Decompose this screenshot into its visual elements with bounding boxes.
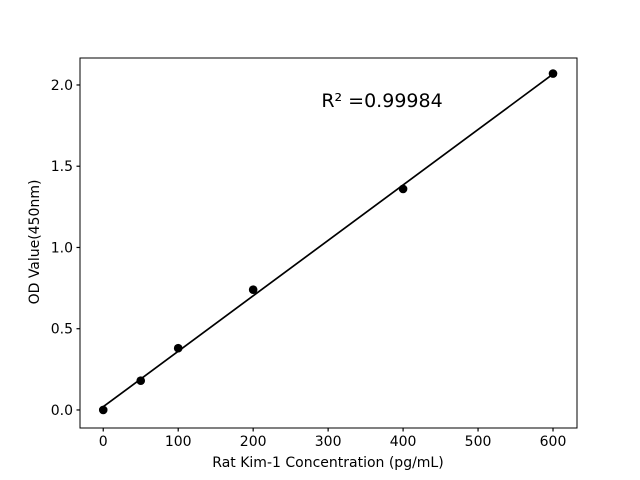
- x-tick-label: 200: [240, 434, 267, 450]
- y-tick-label: 0.5: [51, 322, 73, 338]
- x-tick-label: 400: [390, 434, 417, 450]
- y-tick-label: 1.5: [51, 159, 73, 175]
- x-tick-label: 500: [465, 434, 492, 450]
- plot-border: [79, 57, 578, 429]
- fit-line: [102, 73, 554, 408]
- x-tick-label: 600: [540, 434, 567, 450]
- r-squared-annotation: R² =0.99984: [321, 90, 443, 112]
- data-point: [548, 69, 558, 78]
- data-point: [136, 376, 146, 386]
- y-tick-label: 0.0: [51, 403, 73, 419]
- x-tick-label: 100: [165, 434, 192, 450]
- y-tick-label: 2.0: [51, 78, 73, 94]
- x-tick-label: 0: [99, 434, 108, 450]
- data-point: [398, 184, 408, 194]
- x-tick-label: 300: [315, 434, 342, 450]
- y-tick-label: 1.0: [51, 240, 73, 256]
- y-axis-label: OD Value(450nm): [27, 179, 43, 305]
- x-axis-label: Rat Kim-1 Concentration (pg/mL): [212, 455, 444, 471]
- data-point: [173, 343, 183, 353]
- data-point: [248, 285, 258, 295]
- data-point: [98, 405, 108, 415]
